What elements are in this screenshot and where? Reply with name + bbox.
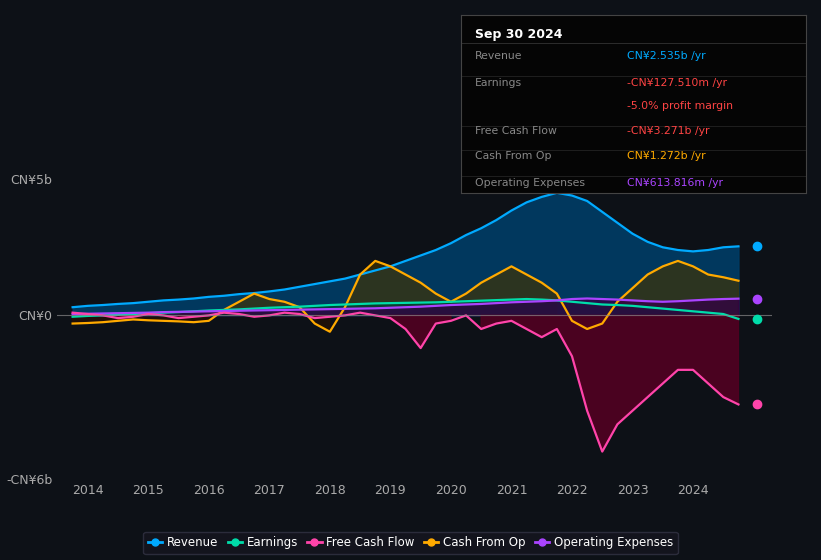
Text: CN¥2.535b /yr: CN¥2.535b /yr — [627, 51, 705, 60]
Text: Cash From Op: Cash From Op — [475, 151, 552, 161]
Text: Earnings: Earnings — [475, 78, 522, 88]
Text: Sep 30 2024: Sep 30 2024 — [475, 27, 562, 40]
Text: -CN¥127.510m /yr: -CN¥127.510m /yr — [627, 78, 727, 88]
Text: -CN¥3.271b /yr: -CN¥3.271b /yr — [627, 125, 709, 136]
Legend: Revenue, Earnings, Free Cash Flow, Cash From Op, Operating Expenses: Revenue, Earnings, Free Cash Flow, Cash … — [143, 531, 678, 554]
Text: Revenue: Revenue — [475, 51, 523, 60]
Text: CN¥613.816m /yr: CN¥613.816m /yr — [627, 178, 723, 188]
Text: CN¥1.272b /yr: CN¥1.272b /yr — [627, 151, 705, 161]
Text: -5.0% profit margin: -5.0% profit margin — [627, 101, 733, 110]
Text: Operating Expenses: Operating Expenses — [475, 178, 585, 188]
Text: Free Cash Flow: Free Cash Flow — [475, 125, 557, 136]
